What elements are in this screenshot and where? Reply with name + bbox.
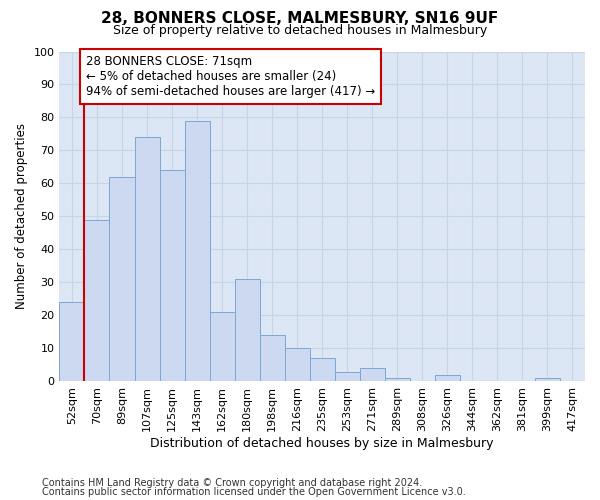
Bar: [335, 372, 360, 382]
Bar: [209, 312, 235, 382]
Bar: [284, 348, 310, 382]
Bar: [109, 177, 134, 382]
Text: Size of property relative to detached houses in Malmesbury: Size of property relative to detached ho…: [113, 24, 487, 37]
Bar: [185, 121, 209, 382]
Text: Contains public sector information licensed under the Open Government Licence v3: Contains public sector information licen…: [42, 487, 466, 497]
Text: 28 BONNERS CLOSE: 71sqm
← 5% of detached houses are smaller (24)
94% of semi-det: 28 BONNERS CLOSE: 71sqm ← 5% of detached…: [86, 55, 375, 98]
Bar: [310, 358, 335, 382]
Bar: [134, 138, 160, 382]
X-axis label: Distribution of detached houses by size in Malmesbury: Distribution of detached houses by size …: [151, 437, 494, 450]
Bar: [360, 368, 385, 382]
Bar: [85, 220, 109, 382]
Y-axis label: Number of detached properties: Number of detached properties: [15, 124, 28, 310]
Bar: [160, 170, 185, 382]
Bar: [535, 378, 560, 382]
Bar: [385, 378, 410, 382]
Text: 28, BONNERS CLOSE, MALMESBURY, SN16 9UF: 28, BONNERS CLOSE, MALMESBURY, SN16 9UF: [101, 11, 499, 26]
Bar: [260, 336, 284, 382]
Bar: [235, 279, 260, 382]
Text: Contains HM Land Registry data © Crown copyright and database right 2024.: Contains HM Land Registry data © Crown c…: [42, 478, 422, 488]
Bar: [435, 375, 460, 382]
Bar: [59, 302, 85, 382]
